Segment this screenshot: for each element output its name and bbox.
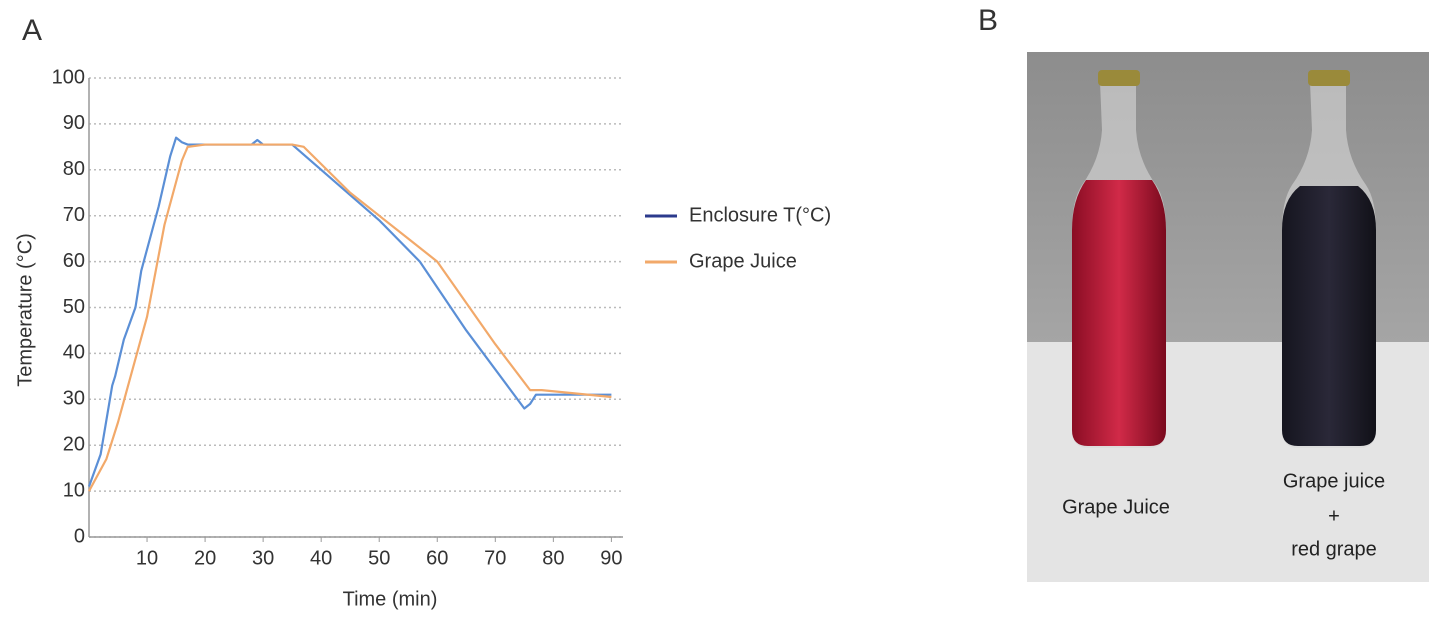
legend-label: Grape Juice	[689, 250, 797, 272]
data-line	[88, 143, 612, 492]
x-tick-label: 30	[252, 547, 274, 569]
y-tick-label: 10	[63, 479, 85, 501]
x-tick-label: 40	[310, 547, 332, 569]
y-tick-label: 40	[63, 342, 85, 364]
y-axis-label: Temperature (°C)	[14, 233, 36, 387]
x-tick-label: 50	[368, 547, 390, 569]
x-tick-label: 80	[542, 547, 564, 569]
x-tick-label: 10	[136, 547, 158, 569]
y-tick-label: 80	[63, 158, 85, 180]
x-tick-label: 20	[194, 547, 216, 569]
x-tick-label: 90	[600, 547, 622, 569]
photo-label: red grape	[1291, 538, 1377, 560]
photo-label: Grape juice	[1283, 470, 1385, 492]
data-line	[87, 136, 612, 487]
photo-label: Grape Juice	[1062, 496, 1170, 518]
y-tick-label: 30	[63, 388, 85, 410]
y-tick-label: 50	[63, 296, 85, 318]
photo: Grape Juice Grape juice + red grape	[1027, 52, 1429, 582]
panel-label: B	[978, 4, 998, 37]
y-tick-label: 20	[63, 433, 85, 455]
y-tick-label: 70	[63, 204, 85, 226]
bottle	[1072, 70, 1166, 448]
y-tick-label: 60	[63, 250, 85, 272]
bottle	[1282, 70, 1376, 448]
photo-label: +	[1328, 505, 1340, 527]
panel-label: A	[22, 14, 42, 47]
y-tick-label: 100	[52, 66, 85, 88]
x-tick-label: 60	[426, 547, 448, 569]
legend-label: Enclosure T(°C)	[689, 204, 831, 226]
line-chart: 0 10 20 30 40 50 60 70 80 90 100 10 20 30 40 50 60 70 80 90…	[52, 66, 831, 569]
y-tick-label: 0	[74, 525, 85, 547]
y-tick-label: 90	[63, 112, 85, 134]
x-tick-label: 70	[484, 547, 506, 569]
x-axis-label: Time (min)	[343, 588, 438, 610]
